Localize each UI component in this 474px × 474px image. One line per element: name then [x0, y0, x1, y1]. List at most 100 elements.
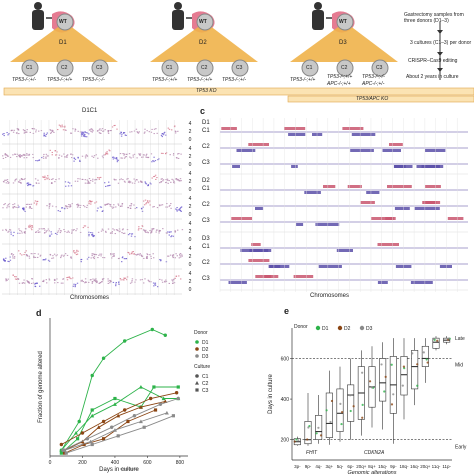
cn-point: [109, 150, 111, 152]
cn-point: [133, 253, 135, 255]
donor-2-label: D2: [199, 40, 207, 46]
cn-point: [54, 150, 56, 152]
cn-point: [122, 232, 125, 234]
d1-c3: C3: [96, 65, 103, 71]
cn-point: [77, 157, 79, 159]
cn-point: [95, 201, 98, 203]
cn-point: [38, 159, 41, 161]
cn-point: [141, 225, 144, 227]
cn-point: [119, 278, 122, 280]
cn-point: [42, 157, 45, 159]
cn-point: [3, 259, 5, 261]
cn-point: [86, 132, 89, 134]
cn-point: [66, 231, 68, 233]
cn-point: [54, 279, 56, 281]
cn-point: [32, 153, 34, 155]
cn-point: [101, 155, 104, 157]
cn-segment: [236, 149, 256, 152]
cn-point: [116, 159, 119, 161]
cn-point: [12, 257, 14, 259]
box-point: [390, 403, 394, 406]
cn-point: [49, 234, 51, 236]
cn-point: [138, 131, 140, 133]
cn-point: [151, 177, 153, 179]
cn-point: [129, 131, 131, 133]
data-point: [176, 385, 180, 389]
cn-point: [92, 257, 95, 259]
cn-point: [109, 204, 112, 206]
cn-point: [23, 279, 25, 281]
cn-point: [84, 155, 87, 157]
cn-point: [6, 279, 8, 281]
cn-point: [88, 233, 90, 235]
cn-point: [15, 276, 17, 278]
cn-point: [79, 204, 82, 206]
cn-point: [35, 231, 37, 233]
cn-point: [81, 280, 83, 282]
cn-segment: [360, 201, 375, 204]
cn-point: [122, 153, 124, 155]
cn-point: [121, 229, 124, 231]
cn-point: [77, 205, 79, 207]
cn-point: [152, 228, 155, 230]
x-tick-label: 6p-: [347, 464, 354, 469]
cn-point: [7, 155, 9, 157]
cn-point: [180, 180, 182, 182]
x-tick-label: 15q-: [378, 464, 388, 469]
data-point: [96, 425, 101, 429]
y-axis-title: Days in culture: [268, 373, 274, 413]
culture-row-label: C3: [202, 218, 210, 224]
cn-point: [120, 279, 122, 281]
cn-point: [170, 181, 172, 183]
cn-point: [28, 207, 31, 209]
cn-point: [35, 129, 37, 131]
cn-point: [88, 203, 90, 205]
cn-point: [63, 229, 65, 231]
cn-point: [100, 255, 102, 257]
cn-point: [90, 128, 92, 130]
cn-point: [17, 129, 20, 131]
cn-point: [113, 204, 115, 206]
box-point: [293, 440, 296, 443]
cn-point: [154, 174, 157, 176]
cn-point: [179, 255, 181, 257]
cn-point: [135, 279, 137, 281]
cn-point: [145, 203, 147, 205]
cn-point: [70, 132, 73, 134]
y-tick-label: 2: [189, 279, 192, 285]
cn-point: [116, 161, 119, 163]
cn-point: [125, 156, 127, 158]
cn-segment: [425, 149, 446, 152]
cn-point: [65, 205, 68, 207]
cn-point: [85, 132, 87, 134]
y-tick-label: 0: [189, 212, 192, 218]
cn-point: [19, 253, 21, 255]
cn-point: [23, 254, 25, 256]
cn-point: [115, 283, 117, 285]
cn-point: [93, 279, 96, 281]
box-point: [349, 394, 352, 397]
box-point: [297, 439, 300, 442]
cn-point: [93, 235, 95, 237]
cn-point: [4, 179, 6, 181]
cn-point: [33, 128, 36, 130]
d3-c2-apc: APC-/-;+/+: [327, 81, 351, 87]
cn-point: [59, 230, 62, 232]
cn-point: [138, 153, 140, 155]
cn-point: [151, 228, 153, 230]
cn-point: [81, 135, 83, 137]
cn-point: [114, 157, 116, 159]
cn-point: [111, 232, 113, 234]
cn-point: [35, 231, 37, 233]
cn-point: [181, 255, 183, 257]
cn-point: [108, 185, 110, 187]
cn-segment: [439, 265, 452, 268]
cn-point: [39, 285, 41, 287]
cn-point: [172, 282, 174, 284]
cn-point: [50, 233, 53, 235]
cn-point: [74, 283, 77, 285]
cn-point: [180, 256, 182, 258]
cn-point: [90, 180, 92, 182]
cn-point: [131, 281, 133, 283]
legend-marker: [195, 374, 199, 378]
